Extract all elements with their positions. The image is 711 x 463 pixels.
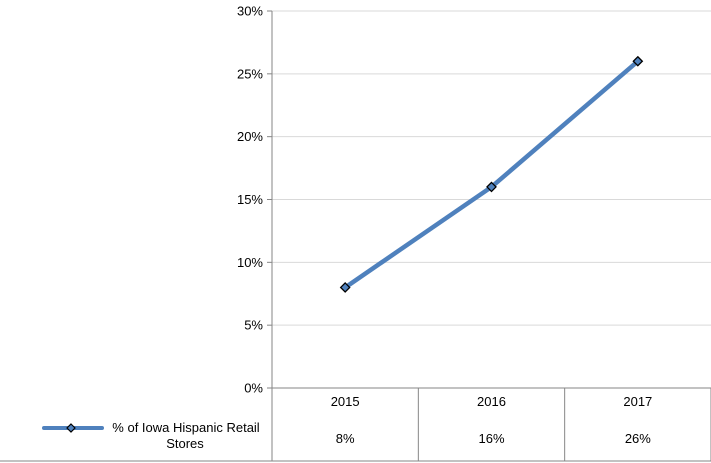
data-point-marker	[486, 181, 497, 193]
legend-marker-key	[66, 423, 76, 433]
y-tick-label: 5%	[244, 318, 263, 333]
legend-series-name: % of Iowa Hispanic Retail Stores	[112, 420, 260, 451]
x-category-label: 2016	[477, 394, 506, 409]
data-point-marker	[632, 55, 644, 67]
y-tick-label: 10%	[237, 255, 263, 270]
y-tick-label: 25%	[237, 66, 263, 81]
y-tick-label: 0%	[244, 381, 263, 396]
table-value-label: 16%	[478, 431, 504, 446]
legend-series-name-line: % of Iowa Hispanic Retail	[112, 420, 260, 435]
y-tick-label: 30%	[237, 4, 263, 19]
gridlines	[272, 10, 711, 326]
y-tick-label: 20%	[237, 129, 263, 144]
table-value-label: 8%	[336, 431, 355, 446]
y-axis-tick-labels: 0% 5% 10% 15% 20% 25% 30%	[237, 4, 263, 396]
data-table: 2015 8% 2016 16% 2017 26% % of Iowa Hispanic R…	[0, 388, 711, 462]
x-category-label: 2015	[331, 394, 360, 409]
data-point-marker	[339, 282, 351, 293]
table-value-label: 26%	[625, 431, 651, 446]
x-category-label: 2017	[623, 394, 652, 409]
axes	[267, 10, 711, 461]
series-layer	[339, 55, 644, 293]
series-line	[342, 59, 641, 290]
legend-series-name-line: Stores	[166, 436, 204, 451]
y-tick-label: 15%	[237, 192, 263, 207]
